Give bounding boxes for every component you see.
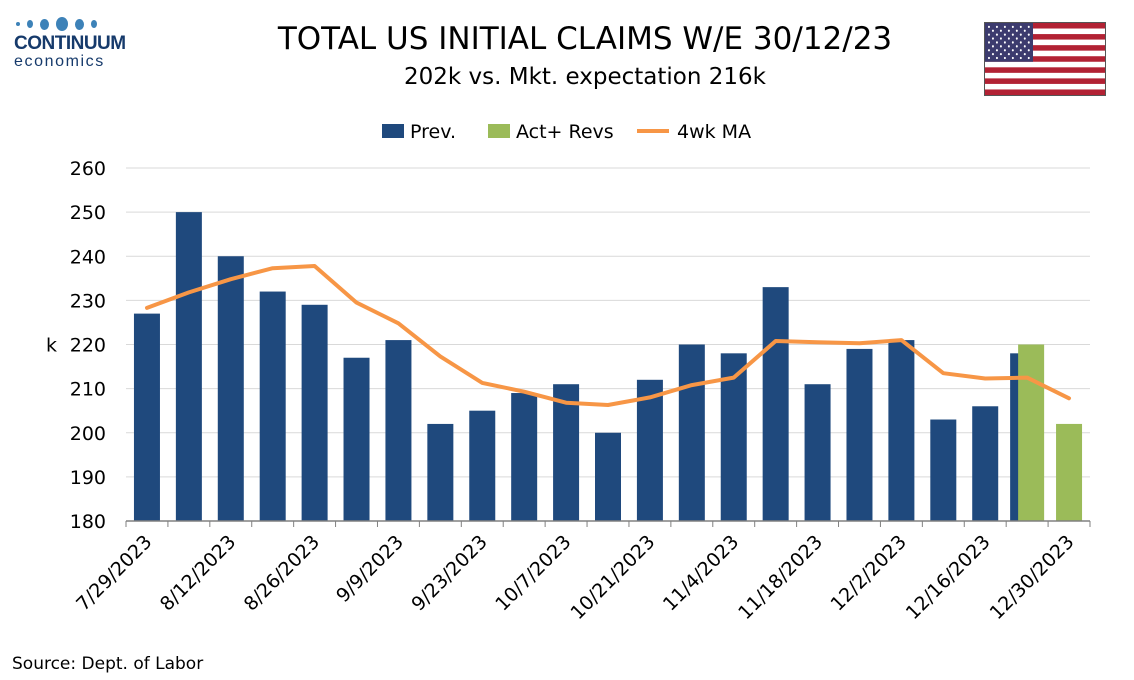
y-tick-label: 220 bbox=[70, 335, 106, 357]
y-tick-label: 230 bbox=[70, 290, 106, 312]
y-tick-label: 240 bbox=[70, 246, 106, 268]
x-tick-label: 9/23/2023 bbox=[407, 531, 491, 615]
logo: CONTINUUM economics bbox=[14, 14, 134, 70]
x-tick-label: 8/26/2023 bbox=[240, 531, 324, 615]
x-tick-label: 11/18/2023 bbox=[734, 531, 827, 624]
source-note: Source: Dept. of Labor bbox=[12, 654, 204, 674]
bar-prev bbox=[133, 313, 160, 521]
x-tick-label: 7/29/2023 bbox=[72, 531, 156, 615]
y-axis-label: k bbox=[46, 335, 57, 357]
legend-label: Act+ Revs bbox=[516, 121, 614, 143]
bar-prev bbox=[762, 287, 789, 521]
x-tick-label: 11/4/2023 bbox=[659, 531, 743, 615]
bar-prev bbox=[678, 344, 705, 521]
x-tick-label: 8/12/2023 bbox=[156, 531, 240, 615]
x-tick-label: 9/9/2023 bbox=[332, 531, 408, 607]
legend-label: Prev. bbox=[410, 121, 456, 143]
bar-act-revs bbox=[1018, 344, 1045, 521]
x-tick-label: 12/2/2023 bbox=[826, 531, 910, 615]
chart-title: TOTAL US INITIAL CLAIMS W/E 30/12/23 bbox=[277, 21, 893, 57]
bar-prev bbox=[511, 393, 538, 521]
bar-prev bbox=[846, 348, 873, 521]
x-tick-label: 10/21/2023 bbox=[566, 531, 659, 624]
series-line-4wk-ma bbox=[145, 264, 1071, 407]
logo-name: CONTINUUM bbox=[14, 33, 126, 54]
bar-prev bbox=[385, 340, 412, 521]
logo-dots-icon bbox=[16, 14, 134, 34]
y-tick-label: 250 bbox=[70, 202, 106, 224]
legend-label: 4wk MA bbox=[677, 121, 751, 143]
y-tick-label: 190 bbox=[70, 467, 106, 489]
bar-prev bbox=[595, 432, 621, 521]
chart-subtitle: 202k vs. Mkt. expectation 216k bbox=[403, 64, 766, 90]
bar-prev bbox=[217, 256, 244, 521]
y-tick-label: 200 bbox=[70, 423, 106, 445]
legend-swatch bbox=[488, 124, 510, 138]
legend-swatch bbox=[382, 124, 404, 138]
logo-sub: economics bbox=[14, 53, 105, 70]
y-tick-label: 180 bbox=[70, 511, 106, 533]
bar-prev bbox=[343, 357, 370, 521]
us-flag-icon bbox=[984, 22, 1106, 96]
y-tick-label: 260 bbox=[70, 158, 106, 180]
bar-prev bbox=[553, 384, 580, 521]
x-tick-label: 12/16/2023 bbox=[902, 531, 995, 624]
bar-prev bbox=[301, 304, 328, 521]
bar-prev bbox=[636, 379, 663, 521]
bar-prev bbox=[427, 423, 454, 521]
bar-prev bbox=[469, 410, 496, 521]
y-tick-label: 210 bbox=[70, 379, 106, 401]
x-tick-label: 10/7/2023 bbox=[491, 531, 575, 615]
bar-act-revs bbox=[1056, 423, 1083, 521]
bar-prev bbox=[930, 419, 957, 521]
x-tick-label: 12/30/2023 bbox=[986, 531, 1079, 624]
bar-prev bbox=[720, 353, 747, 521]
bar-prev bbox=[804, 384, 831, 521]
bar-prev bbox=[175, 212, 202, 521]
bar-prev bbox=[972, 406, 999, 521]
bar-prev bbox=[888, 340, 915, 521]
bar-prev bbox=[259, 291, 286, 521]
